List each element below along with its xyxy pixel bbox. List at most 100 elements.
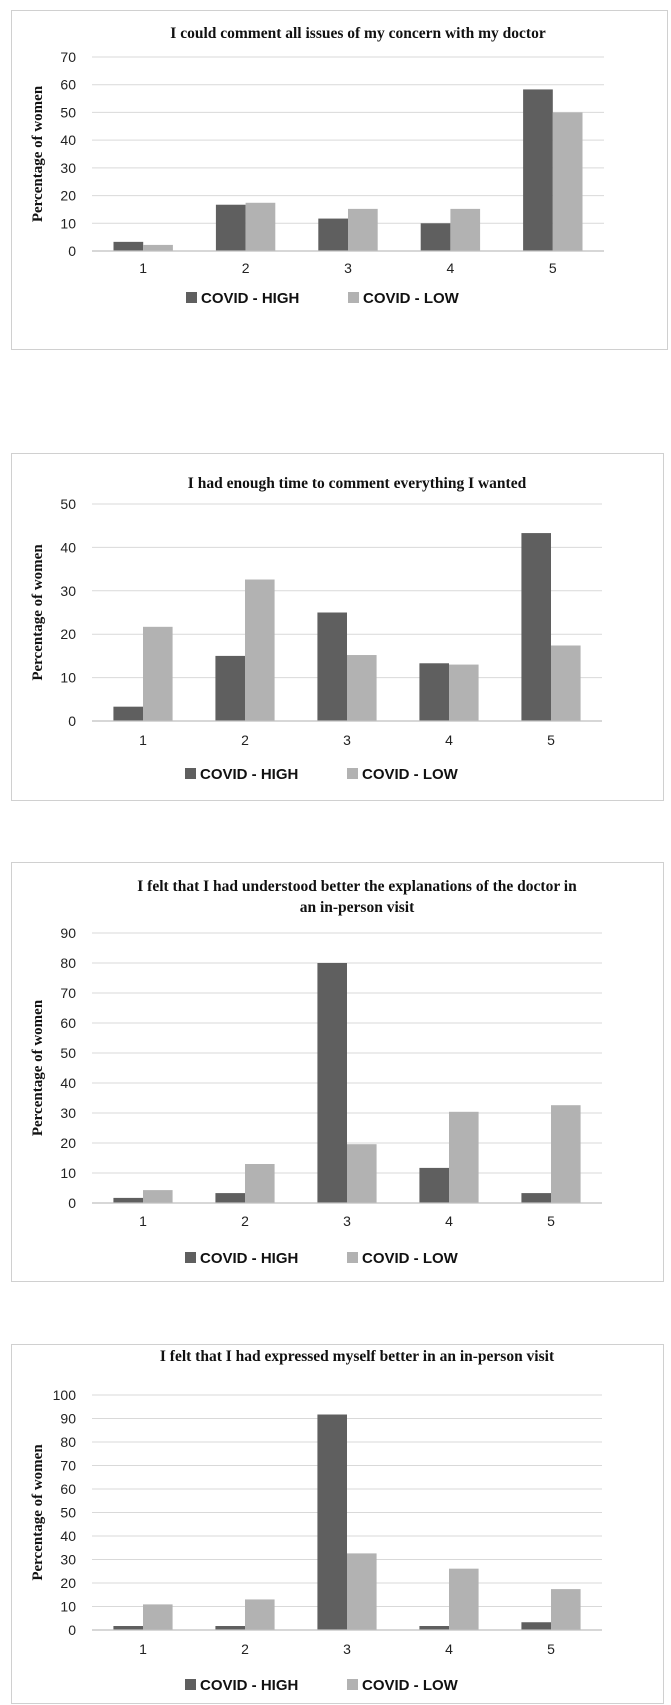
bar-covid-high-cat-3 [317, 1414, 347, 1630]
x-tick-label: 5 [549, 260, 557, 276]
legend-swatch-covid-low [347, 1679, 358, 1690]
bar-covid-low-cat-3 [348, 208, 378, 251]
chart-1-svg: I could comment all issues of my concern… [30, 25, 604, 307]
legend-swatch-covid-high [185, 1679, 196, 1690]
legend-swatch-covid-low [347, 1252, 358, 1263]
x-tick-label: 3 [343, 732, 351, 748]
y-tick-label: 20 [60, 1575, 76, 1591]
x-tick-label: 1 [139, 1213, 147, 1229]
x-tick-label: 3 [344, 260, 352, 276]
bar-covid-high-cat-5 [521, 1622, 551, 1630]
bar-covid-high-cat-2 [215, 655, 245, 721]
legend-label-covid-high: COVID - HIGH [201, 290, 299, 307]
y-tick-label: 0 [68, 713, 76, 729]
y-tick-label: 80 [60, 1434, 76, 1450]
bar-covid-low-cat-4 [449, 1568, 479, 1630]
bar-covid-low-cat-1 [143, 626, 173, 721]
bar-covid-high-cat-5 [523, 89, 553, 251]
y-axis-label: Percentage of women [30, 999, 46, 1136]
y-tick-label: 10 [60, 670, 76, 686]
y-tick-label: 70 [60, 1458, 76, 1474]
legend-label-covid-low: COVID - LOW [363, 290, 460, 307]
x-tick-label: 1 [139, 260, 147, 276]
y-tick-label: 20 [60, 626, 76, 642]
bar-covid-low-cat-5 [551, 1105, 581, 1203]
y-tick-label: 40 [60, 1075, 76, 1091]
y-tick-label: 100 [53, 1387, 77, 1403]
x-tick-label: 2 [242, 260, 250, 276]
bar-covid-high-cat-2 [215, 204, 246, 251]
chart-panel-2: I had enough time to comment everything … [11, 453, 664, 801]
x-tick-label: 5 [547, 1641, 555, 1657]
x-tick-label: 3 [343, 1641, 351, 1657]
bar-covid-low-cat-2 [245, 579, 275, 721]
chart-title-line: an in-person visit [300, 899, 415, 916]
y-tick-label: 60 [60, 1481, 76, 1497]
x-tick-label: 5 [547, 732, 555, 748]
chart-2-svg: I had enough time to comment everything … [30, 475, 602, 783]
chart-title-line: I could comment all issues of my concern… [170, 25, 546, 42]
bar-covid-high-cat-5 [521, 1193, 551, 1203]
legend-label-covid-high: COVID - HIGH [200, 1250, 298, 1267]
y-tick-label: 20 [60, 1135, 76, 1151]
x-tick-label: 4 [445, 1213, 453, 1229]
y-tick-label: 30 [60, 1552, 76, 1568]
bar-covid-high-cat-1 [113, 706, 143, 721]
x-tick-label: 4 [445, 1641, 453, 1657]
bar-covid-high-cat-2 [215, 1626, 245, 1630]
x-tick-label: 3 [343, 1213, 351, 1229]
bar-covid-high-cat-4 [419, 1626, 449, 1630]
y-tick-label: 30 [60, 1105, 76, 1121]
legend-label-covid-high: COVID - HIGH [200, 766, 298, 783]
x-tick-label: 1 [139, 1641, 147, 1657]
bar-covid-high-cat-4 [419, 1167, 449, 1203]
bar-covid-high-cat-1 [113, 1626, 143, 1630]
y-tick-label: 20 [60, 188, 76, 204]
legend-swatch-covid-low [348, 292, 359, 303]
x-tick-label: 2 [241, 1213, 249, 1229]
y-tick-label: 80 [60, 955, 76, 971]
legend-label-covid-low: COVID - LOW [362, 1250, 459, 1267]
bar-covid-high-cat-2 [215, 1193, 245, 1203]
y-tick-label: 50 [60, 496, 76, 512]
bar-covid-low-cat-4 [450, 208, 481, 251]
y-tick-label: 70 [60, 49, 76, 65]
legend-swatch-covid-low [347, 768, 358, 779]
y-tick-label: 90 [60, 925, 76, 941]
chart-4-svg: I felt that I had expressed myself bette… [30, 1348, 602, 1694]
bar-covid-low-cat-1 [143, 1604, 173, 1630]
bar-covid-low-cat-5 [551, 1589, 581, 1630]
y-axis-label: Percentage of women [30, 1444, 46, 1581]
legend-swatch-covid-high [185, 1252, 196, 1263]
bar-covid-high-cat-1 [113, 1197, 143, 1203]
y-tick-label: 30 [60, 583, 76, 599]
chart-title-line: I had enough time to comment everything … [188, 475, 527, 492]
y-tick-label: 90 [60, 1411, 76, 1427]
y-axis-label: Percentage of women [30, 544, 46, 681]
bar-covid-high-cat-1 [113, 241, 144, 251]
bar-covid-low-cat-3 [347, 1553, 377, 1630]
chart-title-line: I felt that I had expressed myself bette… [160, 1348, 555, 1365]
y-tick-label: 0 [68, 1195, 76, 1211]
bar-covid-low-cat-1 [143, 1190, 173, 1203]
bar-covid-high-cat-3 [317, 612, 347, 721]
chart-3-svg: I felt that I had understood better the … [30, 878, 602, 1267]
y-tick-label: 50 [60, 1505, 76, 1521]
legend-label-covid-high: COVID - HIGH [200, 1677, 298, 1694]
legend-swatch-covid-high [185, 768, 196, 779]
legend-label-covid-low: COVID - LOW [362, 1677, 459, 1694]
y-tick-label: 10 [60, 1599, 76, 1615]
bar-covid-high-cat-4 [419, 663, 449, 721]
legend-label-covid-low: COVID - LOW [362, 766, 459, 783]
bar-covid-low-cat-2 [245, 1599, 275, 1630]
y-tick-label: 70 [60, 985, 76, 1001]
chart-panel-3: I felt that I had understood better the … [11, 862, 664, 1282]
bar-covid-high-cat-4 [420, 223, 451, 251]
x-tick-label: 5 [547, 1213, 555, 1229]
bar-covid-low-cat-4 [449, 1111, 479, 1203]
bar-covid-low-cat-5 [552, 112, 583, 251]
y-axis-label: Percentage of women [30, 85, 46, 222]
x-tick-label: 4 [447, 260, 455, 276]
bar-covid-low-cat-3 [347, 1144, 377, 1203]
y-tick-label: 50 [60, 104, 76, 120]
